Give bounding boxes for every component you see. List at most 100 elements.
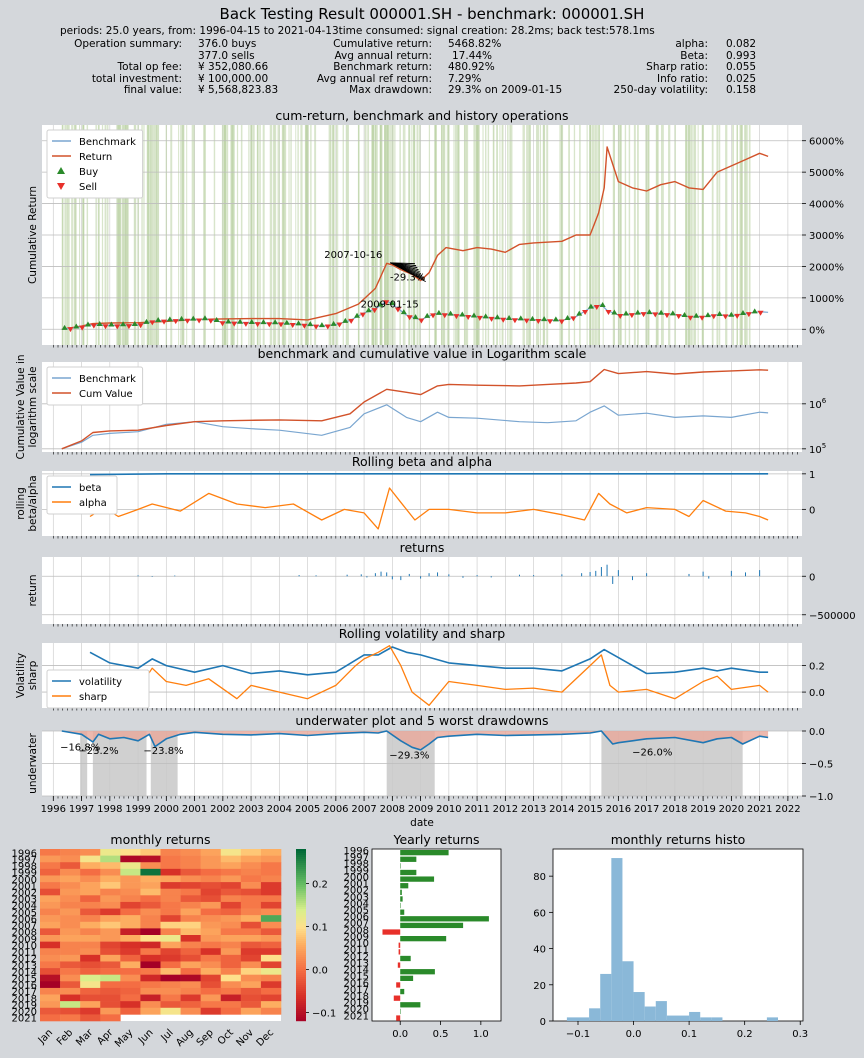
histo-bar [711,1017,723,1021]
histo-bar [689,1011,701,1021]
heatmap-cell [260,901,282,909]
colorbar-step [296,937,306,940]
yearly-bar [382,929,401,935]
legend-label: Cum Value [79,389,133,400]
heatmap-cell [100,855,121,863]
heatmap-cell [240,882,262,889]
colorbar-step [296,927,306,930]
heatmap-cell [120,961,141,969]
heatmap-cell [40,968,61,975]
buy-marker [552,316,559,322]
summary-value: 480.92% [448,61,495,73]
heatmap-cell [120,895,141,903]
heatmap-cell [60,888,81,896]
heatmap-cell [80,1007,101,1015]
y-tick-label: 3000% [809,231,844,242]
sell-marker [137,323,144,329]
heatmap-cell [140,987,161,995]
heatmap-cell [100,974,121,982]
heatmap-cell [40,987,61,995]
plot-area [42,557,802,624]
summary-value: 377.0 sells [198,50,255,62]
heatmap-cell [220,888,242,896]
x-tick-label: 0.0 [392,1029,408,1040]
buy-marker [178,315,185,321]
heatmap-cell [100,981,121,989]
colorbar-tick-label: −0.1 [312,1008,336,1019]
colorbar-step [296,951,306,954]
heatmap-cell [200,987,222,995]
legend-label: beta [79,483,102,494]
heatmap-cell [260,882,282,889]
drawdown-start-label: 2007-10-16 [324,250,382,261]
y-tick-label: 0.0 [809,727,825,738]
heatmap-cell [200,915,222,923]
y-tick-label: 20 [533,981,546,992]
x-tick-label: 1998 [97,804,122,815]
x-tick-label: 2021 [747,804,772,815]
summary-value: 29.3% on 2009-01-15 [448,84,563,96]
heatmap-cell [120,868,141,876]
heatmap-cell [60,868,81,876]
heatmap-row-label: 1997 [12,855,37,866]
buy-marker [166,316,173,322]
plot-area [42,643,802,708]
drawdown-end-label: 2009-01-15 [361,300,419,311]
heatmap-cell [240,901,262,909]
worst-drawdown-label: −26.0% [632,748,672,759]
heatmap-cell [220,1001,242,1009]
x-tick-label: 2011 [464,804,489,815]
heatmap-cell [120,935,141,942]
heatmap-cell [40,895,61,903]
heatmap-cell [140,928,161,936]
heatmap-cell [240,948,262,956]
heatmap-row-label: 2007 [12,921,37,932]
heatmap-cell [60,1001,81,1009]
buy-marker [84,321,91,327]
sell-marker [219,321,226,327]
summary-value: 0.158 [726,84,757,96]
heatmap-cell [260,954,282,962]
heatmap-cell [100,987,121,995]
colorbar-step [296,857,306,860]
heatmap-cell [100,1014,121,1022]
sell-marker [663,313,670,319]
heatmap-cell [160,908,181,916]
summary-value: 0.082 [726,38,757,50]
heatmap-cell [140,915,161,923]
benchmark-line [61,404,769,450]
heatmap-cell [140,868,161,876]
plot-area [42,362,802,452]
underwater-line [61,730,769,751]
colorbar-step [296,915,306,918]
sell-marker [266,322,273,328]
summary-label: Benchmark return: [333,61,432,73]
buy-marker [623,310,630,316]
buy-marker [213,317,220,323]
yearly-bar [398,949,401,955]
yearly-bar [400,975,414,981]
heatmap-cell [200,961,222,969]
histo-bar [622,961,634,1021]
yearly-row-label: 2017 [344,985,369,996]
heatmap-cell [240,981,262,989]
heatmap-cell [260,974,282,982]
panel-title: underwater plot and 5 worst drawdowns [295,713,548,728]
x-tick-label: 2010 [436,804,461,815]
heatmap-cell [200,868,222,876]
heatmap-cell [180,935,201,942]
colorbar-step [296,863,306,866]
heatmap-cell [60,901,81,909]
heatmap-cell [60,987,81,995]
heatmap-cell [240,862,262,870]
yearly-bar [400,909,405,915]
colorbar-tick-label: 0.1 [312,922,328,933]
heatmap-cell [160,1001,181,1009]
buy-marker [190,315,197,321]
heatmap-row-label: 2014 [12,967,37,978]
return-line [61,146,769,330]
yearly-bar [400,850,449,856]
heatmap-cell [260,855,282,863]
heatmap-cell [200,954,222,962]
buy-marker [131,320,138,326]
